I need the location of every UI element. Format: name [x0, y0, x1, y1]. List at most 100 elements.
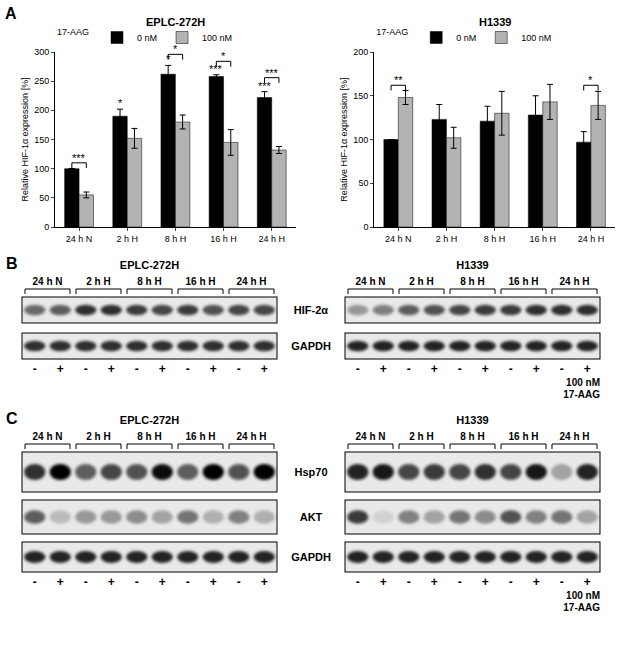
svg-text:-: - — [84, 575, 88, 589]
svg-text:+: + — [57, 575, 64, 589]
svg-text:8 h H: 8 h H — [137, 276, 161, 287]
svg-text:17-AAG: 17-AAG — [563, 602, 600, 613]
svg-text:-: - — [407, 575, 411, 589]
svg-text:H1339: H1339 — [456, 259, 488, 271]
svg-text:-: - — [33, 362, 37, 376]
svg-text:*: * — [173, 43, 178, 55]
svg-text:0 nM: 0 nM — [456, 33, 476, 43]
svg-text:2 h H: 2 h H — [86, 431, 110, 442]
svg-text:***: *** — [258, 80, 272, 92]
svg-text:8 h H: 8 h H — [165, 234, 187, 244]
svg-text:-: - — [186, 362, 190, 376]
svg-text:+: + — [108, 362, 115, 376]
svg-text:EPLC-272H: EPLC-272H — [120, 414, 179, 426]
svg-text:+: + — [482, 575, 489, 589]
svg-text:HIF-2α: HIF-2α — [294, 304, 329, 316]
svg-text:16 h H: 16 h H — [529, 234, 556, 244]
svg-text:16 h H: 16 h H — [508, 276, 538, 287]
svg-text:-: - — [560, 575, 564, 589]
svg-text:*: * — [118, 97, 123, 109]
svg-text:Relative HIF-1α expression [%]: Relative HIF-1α expression [%] — [339, 77, 349, 201]
svg-text:-: - — [458, 575, 462, 589]
svg-text:100: 100 — [353, 135, 368, 145]
svg-text:Hsp70: Hsp70 — [294, 466, 327, 478]
svg-text:-: - — [135, 575, 139, 589]
svg-text:17-AAG: 17-AAG — [376, 27, 408, 37]
svg-text:2 h H: 2 h H — [409, 431, 433, 442]
svg-text:**: ** — [394, 74, 403, 86]
svg-text:24 h N: 24 h N — [32, 276, 62, 287]
svg-text:100: 100 — [34, 164, 49, 174]
svg-text:24 h H: 24 h H — [559, 276, 589, 287]
svg-text:*: * — [166, 53, 171, 65]
svg-text:150: 150 — [34, 135, 49, 145]
svg-text:100 nM: 100 nM — [521, 33, 551, 43]
svg-text:2 h H: 2 h H — [409, 276, 433, 287]
svg-text:50: 50 — [358, 178, 368, 188]
svg-text:+: + — [261, 575, 268, 589]
svg-text:+: + — [533, 575, 540, 589]
svg-text:50: 50 — [39, 193, 49, 203]
svg-text:100 nM: 100 nM — [566, 377, 600, 388]
svg-text:A: A — [5, 5, 17, 22]
svg-text:16 h H: 16 h H — [210, 234, 237, 244]
svg-text:24 h N: 24 h N — [66, 234, 93, 244]
svg-text:-: - — [84, 362, 88, 376]
svg-text:B: B — [6, 255, 18, 272]
svg-text:***: *** — [265, 67, 279, 79]
svg-text:+: + — [108, 575, 115, 589]
svg-text:+: + — [210, 362, 217, 376]
svg-text:150: 150 — [353, 91, 368, 101]
svg-text:H1339: H1339 — [456, 414, 488, 426]
svg-text:+: + — [533, 362, 540, 376]
svg-text:***: *** — [209, 63, 223, 75]
svg-text:+: + — [431, 362, 438, 376]
svg-text:24 h N: 24 h N — [355, 431, 385, 442]
svg-text:+: + — [584, 575, 591, 589]
svg-text:0: 0 — [363, 222, 368, 232]
svg-text:24 h N: 24 h N — [385, 234, 412, 244]
svg-text:+: + — [261, 362, 268, 376]
svg-text:-: - — [560, 362, 564, 376]
svg-text:*: * — [588, 74, 593, 86]
svg-text:2 h H: 2 h H — [436, 234, 458, 244]
svg-text:-: - — [33, 575, 37, 589]
svg-text:200: 200 — [353, 47, 368, 57]
svg-text:8 h H: 8 h H — [460, 276, 484, 287]
svg-text:-: - — [356, 575, 360, 589]
svg-text:C: C — [6, 410, 18, 427]
svg-text:+: + — [159, 362, 166, 376]
svg-text:0: 0 — [44, 222, 49, 232]
svg-text:0 nM: 0 nM — [137, 33, 157, 43]
svg-text:+: + — [380, 575, 387, 589]
svg-text:+: + — [57, 362, 64, 376]
svg-text:+: + — [380, 362, 387, 376]
svg-text:-: - — [509, 362, 513, 376]
svg-text:8 h H: 8 h H — [460, 431, 484, 442]
svg-text:-: - — [135, 362, 139, 376]
svg-text:16 h H: 16 h H — [508, 431, 538, 442]
svg-text:GAPDH: GAPDH — [291, 340, 331, 352]
svg-text:24 h H: 24 h H — [258, 234, 285, 244]
svg-text:+: + — [431, 575, 438, 589]
svg-text:-: - — [186, 575, 190, 589]
svg-text:***: *** — [72, 152, 86, 164]
svg-text:250: 250 — [34, 76, 49, 86]
svg-text:24 h N: 24 h N — [32, 431, 62, 442]
svg-text:200: 200 — [34, 105, 49, 115]
svg-text:16 h H: 16 h H — [185, 431, 215, 442]
svg-text:8 h H: 8 h H — [137, 431, 161, 442]
svg-text:-: - — [356, 362, 360, 376]
svg-text:-: - — [509, 575, 513, 589]
svg-text:GAPDH: GAPDH — [291, 551, 331, 563]
svg-text:-: - — [458, 362, 462, 376]
svg-text:-: - — [237, 575, 241, 589]
svg-text:8 h H: 8 h H — [484, 234, 506, 244]
svg-text:300: 300 — [34, 47, 49, 57]
svg-text:2 h H: 2 h H — [116, 234, 138, 244]
svg-text:24 h H: 24 h H — [236, 276, 266, 287]
svg-text:17-AAG: 17-AAG — [57, 27, 89, 37]
svg-text:-: - — [237, 362, 241, 376]
svg-text:100 nM: 100 nM — [202, 33, 232, 43]
svg-text:16 h H: 16 h H — [185, 276, 215, 287]
